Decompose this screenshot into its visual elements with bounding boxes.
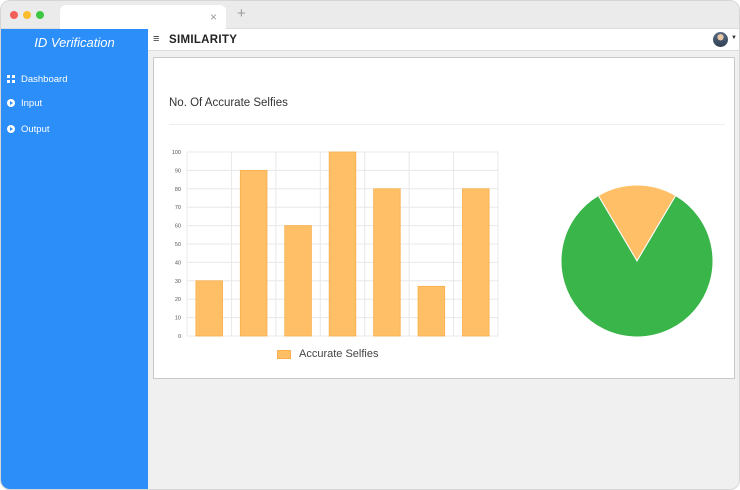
output-icon	[7, 125, 15, 133]
y-tick-label: 30	[175, 279, 181, 285]
input-icon	[7, 99, 15, 107]
bar	[328, 151, 357, 337]
y-tick-label: 0	[178, 334, 181, 340]
browser-chrome: × +	[1, 1, 739, 29]
new-tab-icon[interactable]: +	[237, 5, 246, 22]
y-tick-label: 10	[175, 316, 181, 322]
browser-tab[interactable]: ×	[60, 5, 226, 29]
legend-swatch	[277, 349, 291, 359]
chart-card: No. Of Accurate Selfies 0 10 20 30 40 50 60 70 8…	[153, 57, 735, 379]
topbar: ≡ SIMILARITY ▼	[148, 29, 739, 51]
y-tick-label: 60	[175, 224, 181, 230]
legend-label: Accurate Selfies	[299, 348, 379, 360]
bar	[373, 188, 401, 337]
y-tick-label: 50	[175, 242, 181, 248]
bar	[239, 170, 268, 337]
sidebar-item-label: Output	[21, 123, 50, 135]
bar	[462, 188, 490, 337]
bar	[195, 280, 223, 337]
sidebar-item-label: Dashboard	[21, 73, 68, 85]
y-tick-label: 70	[175, 205, 181, 211]
charts-canvas: 0 10 20 30 40 50 60 70 80 90 100	[172, 150, 714, 340]
sidebar-item-label: Input	[21, 97, 43, 109]
sidebar-item-output[interactable]: Output	[7, 122, 50, 136]
bar	[417, 285, 446, 337]
chevron-down-icon[interactable]: ▼	[731, 35, 737, 41]
avatar[interactable]	[713, 32, 728, 47]
chart-legend[interactable]: Accurate Selfies	[277, 348, 378, 360]
pie-slice	[560, 194, 714, 338]
y-tick-label: 80	[175, 187, 181, 193]
tab-close-icon[interactable]: ×	[209, 10, 217, 24]
brand-title: ID Verification	[34, 35, 115, 50]
sidebar-item-input[interactable]: Input	[7, 96, 42, 110]
page-title: SIMILARITY	[169, 34, 238, 46]
y-tick-label: 20	[175, 297, 181, 303]
maximize-window-button[interactable]	[36, 11, 44, 19]
card-divider	[169, 124, 725, 125]
card-title: No. Of Accurate Selfies	[169, 97, 288, 109]
y-tick-label: 90	[175, 168, 181, 174]
bar	[284, 225, 312, 337]
pie-slice	[597, 184, 677, 262]
y-tick-label: 100	[172, 150, 181, 156]
y-tick-label: 40	[175, 260, 181, 266]
sidebar: ID Verification Dashboard Input Output	[1, 29, 148, 489]
minimize-window-button[interactable]	[23, 11, 31, 19]
sidebar-item-dashboard[interactable]: Dashboard	[7, 72, 67, 86]
menu-icon[interactable]: ≡	[153, 33, 160, 45]
dashboard-icon	[7, 75, 15, 83]
close-window-button[interactable]	[10, 11, 18, 19]
